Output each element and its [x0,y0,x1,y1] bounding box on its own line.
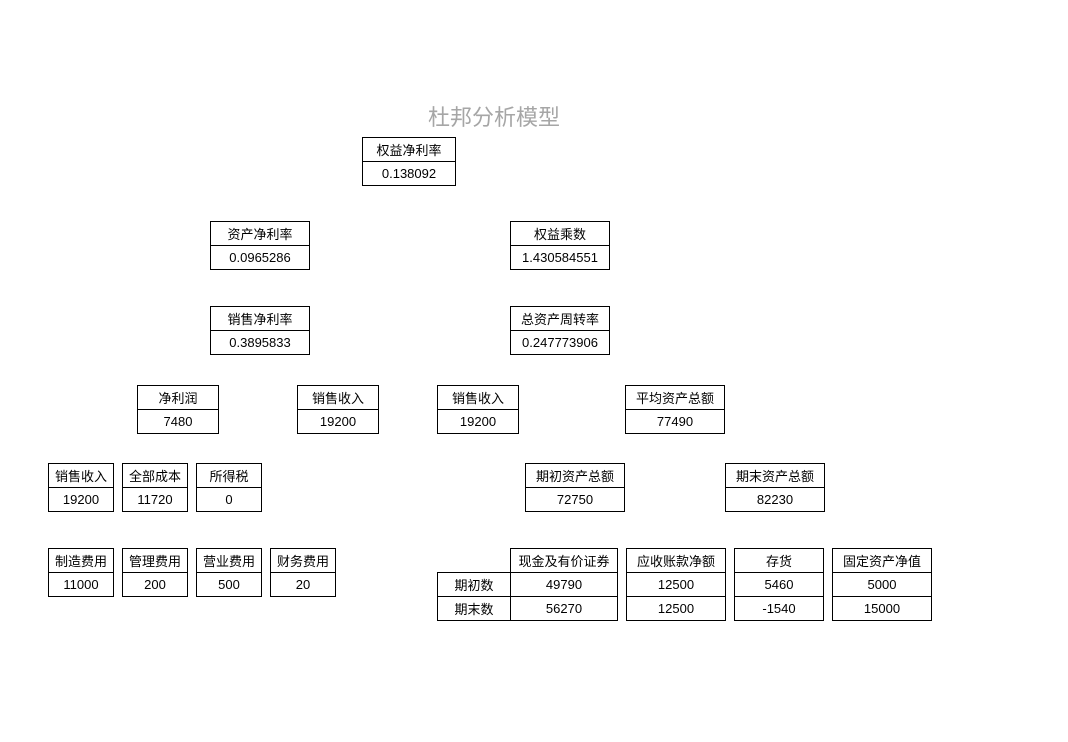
col-cash-label: 现金及有价证券 [510,548,618,573]
mgmt-cost-label: 管理费用 [122,548,188,573]
roa-value: 0.0965286 [210,245,310,270]
equity-multiplier-label: 权益乘数 [510,221,610,246]
cash-end: 56270 [510,596,618,621]
avg-total-assets-value: 77490 [625,409,725,434]
total-asset-turnover-value: 0.247773906 [510,330,610,355]
fixed-end: 15000 [832,596,932,621]
sales-revenue3-value: 19200 [48,487,114,512]
income-tax-value: 0 [196,487,262,512]
beginning-total-assets-value: 72750 [525,487,625,512]
sales-revenue2-value: 19200 [437,409,519,434]
ending-total-assets-label: 期末资产总额 [725,463,825,488]
roe-label: 权益净利率 [362,137,456,162]
roe-value: 0.138092 [362,161,456,186]
mgmt-cost-value: 200 [122,572,188,597]
mfg-cost-value: 11000 [48,572,114,597]
inventory-end: -1540 [734,596,824,621]
avg-total-assets-label: 平均资产总额 [625,385,725,410]
mfg-cost-label: 制造费用 [48,548,114,573]
net-profit-margin-value: 0.3895833 [210,330,310,355]
receivables-end: 12500 [626,596,726,621]
finance-cost-value: 20 [270,572,336,597]
income-tax-label: 所得税 [196,463,262,488]
row-ending-label: 期末数 [437,596,511,621]
sales-revenue2-label: 销售收入 [437,385,519,410]
diagram-title: 杜邦分析模型 [428,100,560,132]
beginning-total-assets-label: 期初资产总额 [525,463,625,488]
roa-label: 资产净利率 [210,221,310,246]
sales-revenue1-value: 19200 [297,409,379,434]
finance-cost-label: 财务费用 [270,548,336,573]
net-profit-value: 7480 [137,409,219,434]
total-cost-value: 11720 [122,487,188,512]
col-fixed-assets-label: 固定资产净值 [832,548,932,573]
total-cost-label: 全部成本 [122,463,188,488]
operating-cost-value: 500 [196,572,262,597]
row-beginning-label: 期初数 [437,572,511,597]
ending-total-assets-value: 82230 [725,487,825,512]
sales-revenue1-label: 销售收入 [297,385,379,410]
net-profit-label: 净利润 [137,385,219,410]
inventory-begin: 5460 [734,572,824,597]
sales-revenue3-label: 销售收入 [48,463,114,488]
receivables-begin: 12500 [626,572,726,597]
col-inventory-label: 存货 [734,548,824,573]
operating-cost-label: 营业费用 [196,548,262,573]
fixed-begin: 5000 [832,572,932,597]
cash-begin: 49790 [510,572,618,597]
net-profit-margin-label: 销售净利率 [210,306,310,331]
equity-multiplier-value: 1.430584551 [510,245,610,270]
total-asset-turnover-label: 总资产周转率 [510,306,610,331]
col-receivables-label: 应收账款净额 [626,548,726,573]
